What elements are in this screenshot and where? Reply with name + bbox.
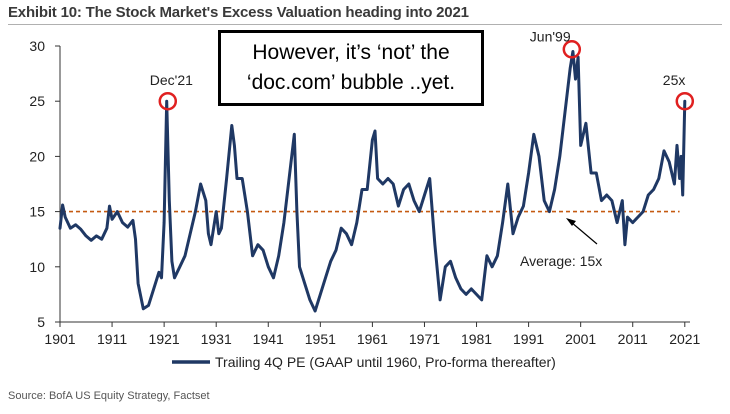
y-tick-label: 30: [29, 38, 45, 54]
annotation-label: Dec'21: [150, 72, 193, 88]
x-tick-label: 1931: [201, 331, 232, 347]
chart-title: Exhibit 10: The Stock Market's Excess Va…: [8, 4, 469, 21]
x-tick-label: 1901: [44, 331, 75, 347]
y-tick-label: 5: [37, 314, 45, 330]
highlight-circle: [675, 91, 695, 111]
average-arrowhead: [566, 218, 576, 226]
y-tick-labels: 5 10 15 20 25 30: [29, 38, 60, 330]
average-label: Average: 15x: [520, 253, 602, 269]
callout-line-2: ‘doc.com’ bubble ..yet.: [246, 71, 456, 94]
average-arrow: [570, 221, 598, 245]
x-tick-label: 2011: [618, 331, 648, 347]
highlight-circle: [158, 91, 178, 111]
x-tick-label: 1941: [253, 331, 284, 347]
x-tick-label: 1981: [461, 331, 492, 347]
x-tick-label: 1921: [149, 331, 180, 347]
average-annotation: Average: 15x: [520, 218, 602, 269]
x-tick-label: 1961: [357, 331, 388, 347]
annotation-label: 25x: [663, 72, 686, 88]
x-tick-label: 2021: [669, 331, 700, 347]
y-tick-label: 25: [29, 93, 45, 109]
callout-line-1: However, it’s ‘not’ the: [252, 41, 450, 64]
axes: 5 10 15 20 25 30 1901 1911 1921 1931 1941 1951 1961…: [29, 38, 700, 347]
highlight-circle: [562, 40, 582, 59]
callout-box: However, it’s ‘not’ the ‘doc.com’ bubble…: [218, 30, 484, 106]
x-tick-label: 1971: [409, 331, 440, 347]
title-divider: [8, 24, 722, 25]
x-tick-label: 1951: [305, 331, 336, 347]
annotation-label: Jun'99: [530, 28, 571, 44]
pe-series-line: [58, 50, 687, 313]
x-tick-labels: 1901 1911 1921 1931 1941 1951 1961 1971 1981 1991…: [44, 322, 701, 347]
x-tick-label: 1911: [97, 331, 127, 347]
x-tick-label: 1991: [513, 331, 544, 347]
legend-label: Trailing 4Q PE (GAAP until 1960, Pro-for…: [215, 354, 556, 370]
y-tick-label: 20: [29, 148, 45, 164]
y-tick-label: 15: [29, 204, 45, 220]
y-tick-label: 10: [29, 259, 45, 275]
source-note: Source: BofA US Equity Strategy, Factset: [8, 390, 210, 402]
x-tick-label: 2001: [565, 331, 596, 347]
annotations: Dec'21 Jun'99 25x: [150, 28, 695, 111]
legend: Trailing 4Q PE (GAAP until 1960, Pro-for…: [172, 354, 556, 370]
